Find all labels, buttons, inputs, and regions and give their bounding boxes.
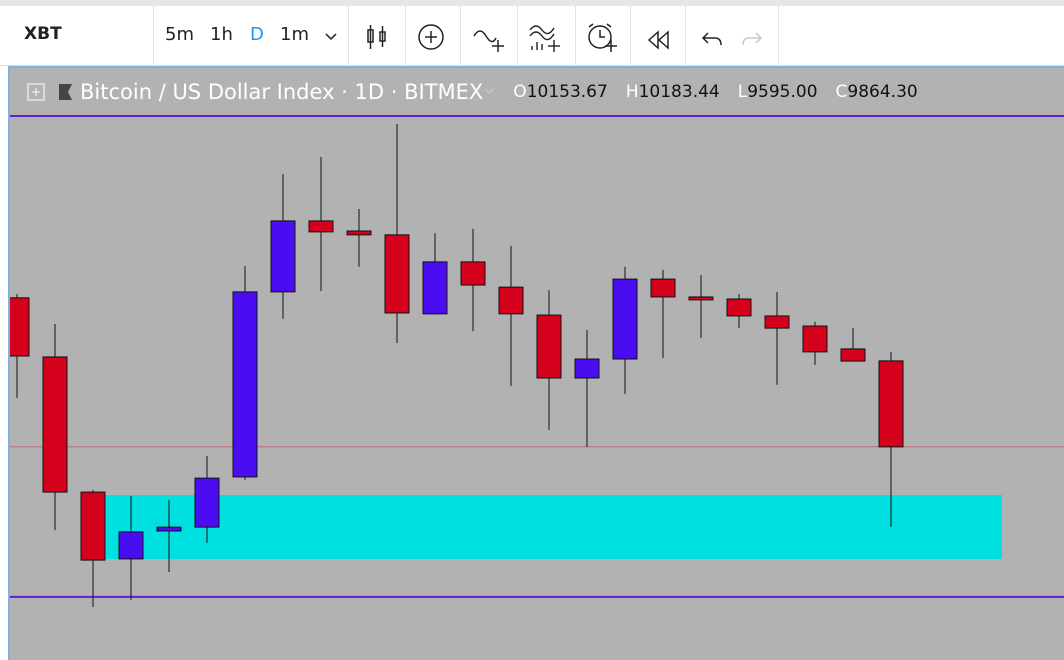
dot: · (334, 80, 355, 104)
candle-body (650, 278, 676, 298)
ohlc-value: 9864.30 (847, 82, 918, 102)
toolbar: XBT 5m 1h D 1m (0, 0, 1064, 66)
ohlc-value: 10183.44 (638, 82, 720, 102)
chart-panel: Bitcoin / US Dollar Index · 1D · BITMEX … (8, 66, 1064, 660)
interval-button[interactable]: 1h (210, 24, 233, 45)
candle-body (42, 356, 68, 493)
separator (630, 6, 631, 66)
candle-body (498, 286, 524, 315)
ohlc-value: 9595.00 (747, 82, 818, 102)
candle-body (346, 230, 372, 236)
replay-icon[interactable] (646, 30, 672, 50)
indicators-icon[interactable] (472, 24, 508, 54)
templates-icon[interactable] (528, 22, 564, 54)
candle-body (840, 348, 866, 362)
candle-body (118, 531, 144, 560)
candle-body (10, 297, 30, 357)
separator (405, 6, 406, 66)
candle-body (384, 234, 410, 314)
ohlc-values: O10153.67 H10183.44 L9595.00 C9864.30 (513, 82, 935, 102)
chart (10, 115, 1064, 608)
separator (685, 6, 686, 66)
dot: · (384, 80, 405, 104)
candle-body (270, 220, 296, 293)
legend-dropdown[interactable] (483, 86, 513, 98)
separator (575, 6, 576, 66)
candle-body (80, 491, 106, 561)
candle-body (194, 477, 220, 528)
separator (460, 6, 461, 66)
candle-body (574, 358, 600, 379)
alert-icon[interactable] (585, 22, 621, 54)
separator (153, 6, 154, 66)
ohlc-letter: L (737, 82, 748, 102)
ohlc-letter: O (513, 82, 527, 102)
candle-body (156, 526, 182, 532)
interval-button[interactable]: 1m (280, 24, 309, 45)
candle-body (726, 298, 752, 317)
interval-button[interactable]: 5m (165, 24, 194, 45)
interval-button[interactable]: D (250, 24, 264, 45)
expand-icon[interactable] (26, 82, 46, 102)
exchange: BITMEX (404, 80, 484, 104)
compare-icon[interactable] (417, 23, 445, 51)
zone (100, 495, 1002, 559)
separator (517, 6, 518, 66)
candle-body (232, 291, 258, 478)
ohlc-letter: C (835, 82, 848, 102)
candle-body (878, 360, 904, 448)
candle-body (688, 296, 714, 301)
candle-body (536, 314, 562, 379)
separator (778, 6, 779, 66)
candle-body (764, 315, 790, 329)
ohlc-value: 10153.67 (526, 82, 608, 102)
flag-icon (59, 84, 72, 100)
candle-body (308, 220, 334, 233)
symbol-title: Bitcoin / US Dollar Index (80, 80, 335, 104)
candle-body (422, 261, 448, 315)
chart-type-icon[interactable] (364, 22, 390, 52)
separator (348, 6, 349, 66)
candle-body (802, 325, 828, 353)
candle-body (460, 261, 486, 286)
dropdown-icon[interactable] (324, 32, 338, 42)
undo-icon[interactable] (700, 30, 724, 48)
chart-legend: Bitcoin / US Dollar Index · 1D · BITMEX … (26, 80, 936, 104)
candle-body (612, 278, 638, 360)
redo-icon[interactable] (740, 30, 764, 48)
ohlc-letter: H (625, 82, 639, 102)
interval: 1D (354, 80, 385, 104)
symbol-button[interactable]: XBT (24, 24, 62, 44)
